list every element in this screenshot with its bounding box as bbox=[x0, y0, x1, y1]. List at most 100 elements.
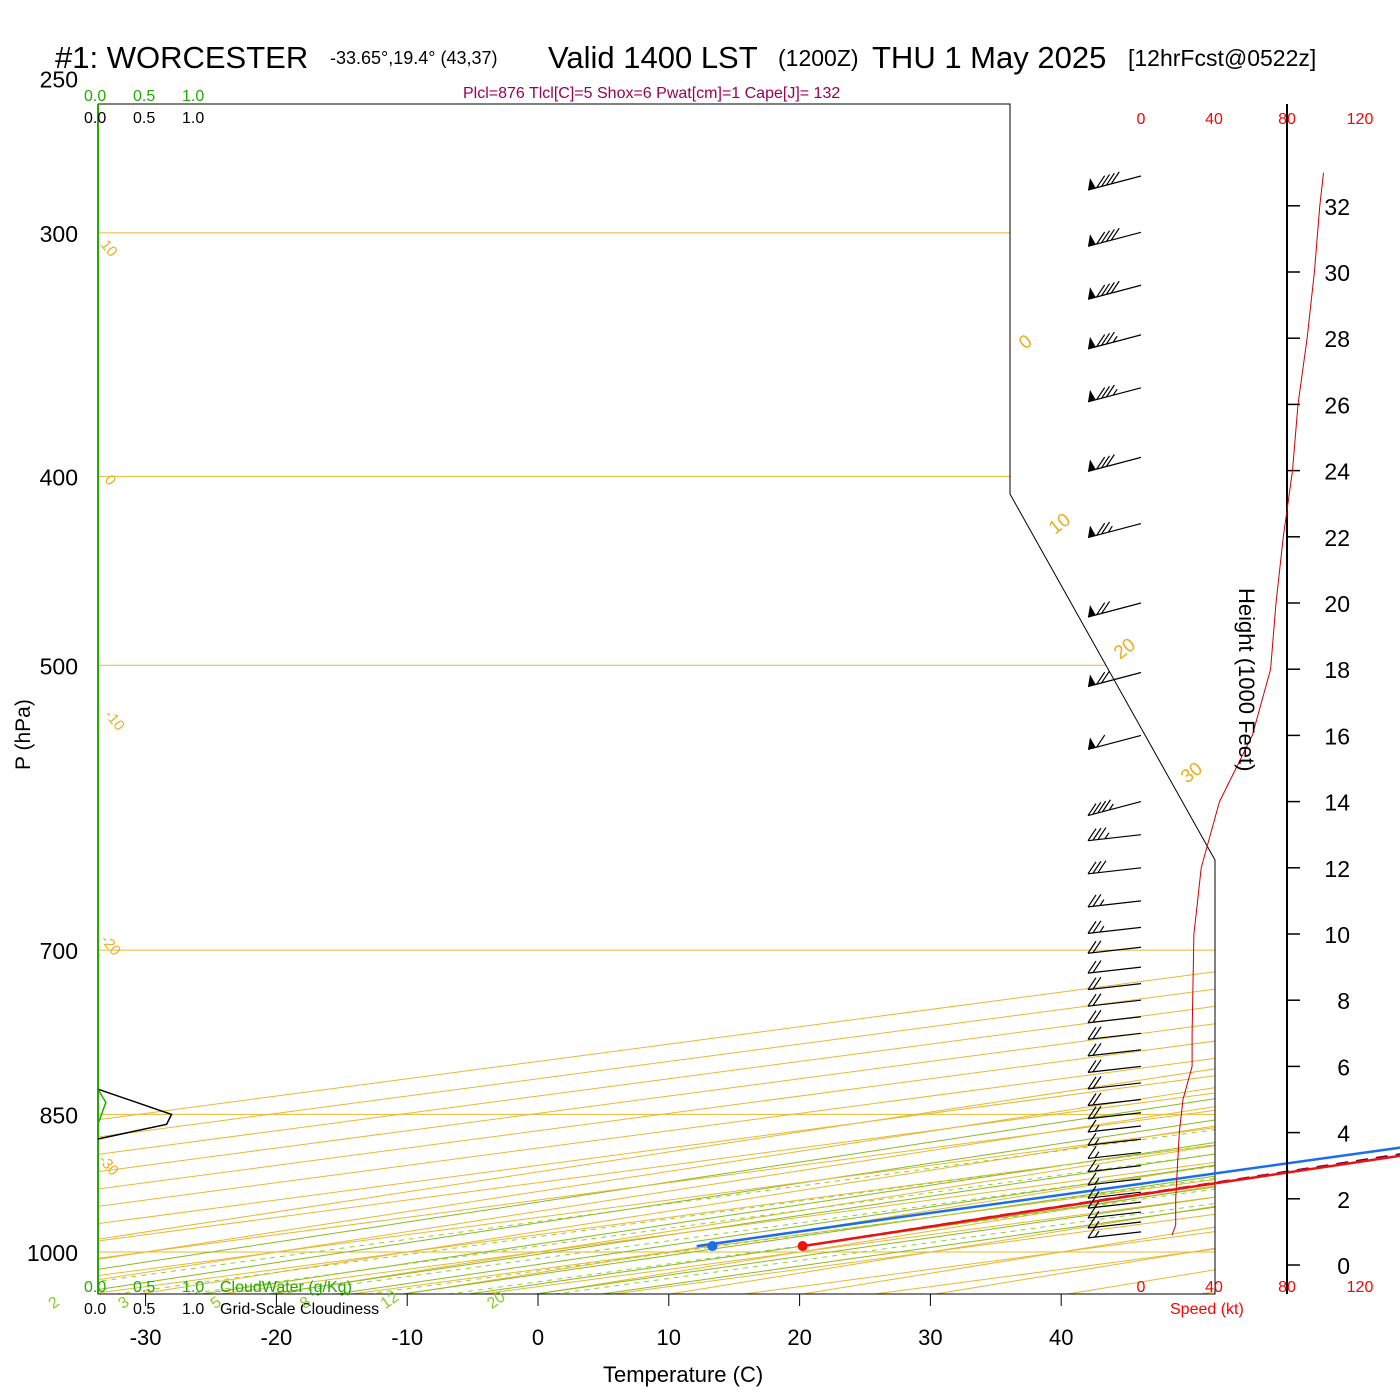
dry-adiabat bbox=[98, 104, 1215, 1294]
isotherm bbox=[98, 104, 1215, 1294]
wind-barb bbox=[1087, 1026, 1142, 1040]
isotherm bbox=[98, 104, 1215, 1294]
speed-tick-bottom: 0 bbox=[1137, 1279, 1146, 1296]
wind-barb bbox=[1087, 860, 1142, 875]
x-tick-label: -20 bbox=[261, 1325, 293, 1350]
height-tick-label: 0 bbox=[1337, 1253, 1350, 1279]
speed-tick-bottom: 120 bbox=[1347, 1279, 1374, 1296]
valid-date: THU 1 May 2025 bbox=[872, 40, 1106, 75]
height-tick-label: 28 bbox=[1324, 326, 1350, 352]
wind-barbs bbox=[1087, 171, 1142, 1239]
temperature-curve bbox=[802, 1154, 1400, 1248]
speed-profile bbox=[1171, 172, 1324, 1236]
speed-tick-top: 80 bbox=[1278, 111, 1296, 128]
isotherm-label-left: 0 bbox=[101, 472, 119, 489]
isotherm bbox=[98, 104, 1215, 1294]
temperature-axis: -30 -20 -10 0 10 20 30 40 bbox=[130, 1294, 1073, 1350]
cloud-tick-top2-2: 1.0 bbox=[182, 110, 204, 127]
speed-axis-label: Speed (kt) bbox=[1170, 1301, 1244, 1318]
x-tick-label: -30 bbox=[130, 1325, 162, 1350]
height-tick-label: 14 bbox=[1324, 790, 1350, 816]
speed-tick-bottom: 40 bbox=[1205, 1279, 1223, 1296]
height-tick-label: 12 bbox=[1324, 856, 1350, 882]
isobar-grid bbox=[98, 232, 1215, 1253]
cloud-tick-top2-0: 0.0 bbox=[84, 110, 106, 127]
wind-barb bbox=[1087, 734, 1142, 750]
isotherm-label-right: 0 bbox=[1015, 331, 1036, 354]
mixing-ratio-label: 20 bbox=[484, 1288, 508, 1312]
moist-adiabat bbox=[307, 104, 1215, 1294]
dry-adiabat bbox=[98, 104, 1215, 1294]
moist-adiabat-grid bbox=[98, 104, 1215, 1294]
pressure-axis: 250 300 400 500 700 850 1000 bbox=[27, 67, 78, 1266]
cloudiness-profile bbox=[97, 1088, 173, 1140]
dry-adiabat bbox=[98, 104, 1215, 1294]
x-axis-label: Temperature (C) bbox=[603, 1362, 763, 1387]
moist-adiabat bbox=[111, 104, 1215, 1294]
wind-barb bbox=[1087, 827, 1142, 842]
cloud-tick-bot-1: 0.5 bbox=[133, 1279, 155, 1296]
wind-barb bbox=[1087, 894, 1142, 908]
station-title: #1: WORCESTER bbox=[55, 40, 308, 75]
mixing-ratio-line bbox=[386, 475, 1215, 1294]
wind-barb bbox=[1087, 1042, 1142, 1057]
moist-adiabat bbox=[98, 104, 1215, 1294]
wind-barb bbox=[1087, 384, 1142, 403]
height-tick-label: 30 bbox=[1324, 260, 1350, 286]
wind-barb bbox=[1087, 1132, 1142, 1146]
isotherm bbox=[98, 104, 1215, 1294]
surface-dewpoint-dot bbox=[707, 1241, 718, 1252]
dry-adiabat bbox=[660, 104, 1215, 1294]
wind-barb bbox=[1087, 1009, 1142, 1024]
height-tick-label: 22 bbox=[1324, 525, 1350, 551]
dry-adiabat bbox=[259, 104, 1215, 1294]
moist-adiabat bbox=[98, 104, 1215, 1294]
height-axis-label: Height (1000 Feet) bbox=[1234, 588, 1259, 771]
mixing-ratio-label: 2 bbox=[46, 1294, 63, 1313]
moist-adiabat bbox=[176, 104, 1215, 1294]
cloudwater-label: CloudWater (g/Kg) bbox=[220, 1279, 352, 1296]
dry-adiabat bbox=[125, 104, 1215, 1294]
station-location: -33.65°,19.4° (43,37) bbox=[330, 48, 498, 68]
isotherm bbox=[575, 104, 1215, 1294]
dry-adiabat bbox=[98, 104, 1215, 1294]
x-tick-label: 20 bbox=[787, 1325, 811, 1350]
wind-barb bbox=[1087, 993, 1142, 1007]
forecast-info: [12hrFcst@0522z] bbox=[1128, 45, 1316, 71]
pressure-tick-700: 700 bbox=[40, 938, 78, 964]
pressure-tick-500: 500 bbox=[40, 653, 78, 679]
wind-barb bbox=[1087, 1105, 1142, 1120]
dry-adiabat bbox=[526, 104, 1215, 1294]
pressure-tick-400: 400 bbox=[40, 464, 78, 490]
x-tick-label: 0 bbox=[532, 1325, 544, 1350]
cloudwater-scale-top: 0.0 0.5 1.0 0.0 0.5 1.0 bbox=[84, 88, 204, 127]
dry-adiabat bbox=[1195, 104, 1215, 1294]
speed-tick-bottom: 80 bbox=[1278, 1279, 1296, 1296]
height-tick-label: 24 bbox=[1324, 459, 1350, 485]
x-tick-label: 30 bbox=[918, 1325, 942, 1350]
valid-time: Valid 1400 LST bbox=[548, 40, 758, 75]
isotherm bbox=[98, 104, 1215, 1294]
wind-barb bbox=[1087, 1172, 1142, 1186]
wind-barb bbox=[1087, 976, 1142, 991]
moist-adiabat bbox=[242, 104, 1215, 1294]
isotherm bbox=[98, 104, 1215, 1294]
dry-adiabat-grid bbox=[98, 104, 1215, 1294]
wind-speed-curve bbox=[1171, 172, 1324, 1236]
height-tick-label: 26 bbox=[1324, 392, 1350, 418]
moist-adiabat bbox=[98, 104, 1215, 1294]
wind-barb bbox=[1087, 1185, 1142, 1199]
cloud-tick-top-2: 1.0 bbox=[182, 88, 204, 105]
wind-barb bbox=[1087, 799, 1142, 817]
wind-barb bbox=[1087, 331, 1142, 350]
wind-barb bbox=[1087, 1205, 1142, 1219]
cloudwater-scale-bottom: 0.0 0.5 1.0 CloudWater (g/Kg) 0.0 0.5 1.… bbox=[84, 1279, 379, 1318]
isotherm bbox=[98, 104, 1215, 1294]
wind-barb bbox=[1087, 920, 1142, 934]
isotherm-label-left: -20 bbox=[97, 932, 124, 960]
mixing-ratio-label: 3 bbox=[115, 1294, 132, 1313]
isotherm-grid bbox=[98, 104, 1215, 1294]
height-tick-label: 2 bbox=[1337, 1187, 1350, 1213]
speed-tick-top: 40 bbox=[1205, 111, 1223, 128]
